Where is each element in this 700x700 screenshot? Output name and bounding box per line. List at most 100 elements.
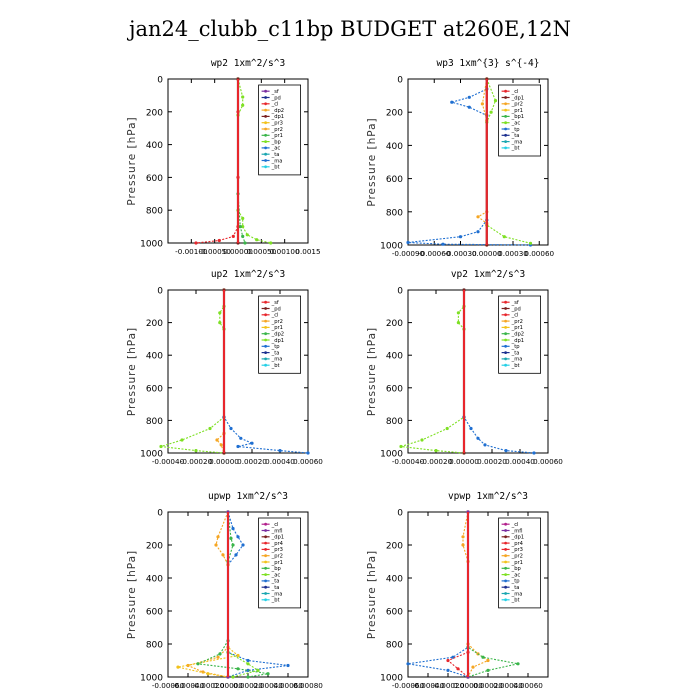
legend-marker [264,357,267,361]
data-point [219,443,223,447]
data-point [461,543,465,547]
plot-frame [407,511,549,678]
legend-marker [504,560,507,564]
legend-marker [264,133,267,137]
legend-marker [504,357,507,361]
data-point [217,238,221,243]
legend-marker [264,529,267,532]
series-line [407,512,469,678]
x-tick-label: -0.00060 [152,681,185,690]
y-tick-label: 600 [386,175,403,185]
x-tick-label: -0.00090 [392,249,425,258]
legend-marker [504,319,507,323]
data-point [250,441,254,445]
data-point [471,665,475,669]
y-tick-label: 1000 [140,674,163,684]
legend-marker [264,560,267,564]
legend-label: _ta [271,350,280,356]
x-tick-label: -0.00020 [420,457,453,466]
legend-label: _pr1 [271,325,283,331]
data-point [456,311,460,315]
data-point [218,311,222,315]
data-point [461,535,465,539]
legend-label: _pr1 [271,133,283,139]
data-point [246,658,250,663]
legend-label: _tp [511,344,521,350]
legend-label: _bp1 [511,114,524,120]
data-point [194,449,198,453]
data-point [481,655,485,659]
plot-frame [167,511,309,678]
y-tick-label: 600 [146,174,163,184]
legend-marker [264,548,267,551]
legend-label: _ma [511,357,523,363]
x-tick-label: 0.00040 [265,457,295,466]
legend-label: _bt [511,598,520,604]
legend-label: _ac [271,146,281,152]
data-point [306,451,310,455]
legend-label: _pr1 [511,108,523,114]
legend-marker [504,326,507,329]
x-tick-label: 0.00030 [498,249,528,258]
legend-marker [504,307,507,310]
data-point [196,662,200,666]
y-tick-label: 0 [397,287,403,297]
legend-label: _ta [511,133,520,139]
legend-label: _cl [511,313,519,319]
legend-label: _pr2 [271,554,283,560]
series-line [160,290,225,454]
y-axis-label: Pressure [hPa] [366,550,378,639]
data-point [278,449,282,453]
legend-marker [504,133,507,137]
data-point [236,535,240,539]
data-point [241,95,245,99]
legend-marker [264,326,267,329]
y-tick-label: 400 [146,575,163,585]
y-tick-label: 800 [386,417,403,427]
x-tick-label: 0.00060 [524,249,554,258]
data-point [456,321,460,325]
x-tick-label: -0.00100 [175,247,208,256]
data-point [216,655,220,659]
x-tick-label: 0.00040 [493,681,523,690]
legend-marker [264,159,267,162]
legend-label: _pr1 [271,560,283,566]
legend-label: _ma [271,357,283,363]
data-point [216,535,220,539]
legend-label: _tp [271,344,281,350]
legend-label: _pr4 [511,541,524,547]
legend-label: _pr3 [271,121,283,127]
plot-frame [407,78,549,246]
y-axis-label: Pressure [hPa] [126,116,138,205]
legend-marker [504,338,507,342]
legend-label: _pr4 [271,541,284,547]
legend-marker [264,585,267,589]
x-tick-label: 0.00050 [246,247,276,256]
legend-label: _bp [271,566,282,572]
x-tick-label: 0.0015 [295,247,320,256]
data-point [269,241,273,245]
data-point [218,321,222,325]
legend-marker [504,96,507,99]
legend-label: _ma [511,591,523,597]
data-point [236,444,240,449]
x-tick-label: 0.00020 [237,457,267,466]
legend-label: _ma [511,139,523,145]
y-tick-label: 200 [146,542,163,552]
legend-label: _dp1 [511,535,524,541]
y-axis-label: Pressure [hPa] [126,327,138,416]
legend-marker [504,522,507,526]
y-tick-label: 400 [146,141,163,151]
panel-title: up2 1xm^2/s^3 [211,269,285,280]
data-point [246,668,250,673]
legend-label: _pr1 [511,560,523,566]
legend-label: _ta [271,152,280,158]
y-tick-label: 200 [146,108,163,118]
legend-label: _cl [271,313,279,319]
legend-label: _dp1 [271,114,284,120]
y-tick-label: 1000 [140,450,163,460]
legend-marker [504,313,507,317]
data-point [231,675,235,679]
legend-label: _pr3 [271,547,283,553]
legend-marker [264,165,267,169]
